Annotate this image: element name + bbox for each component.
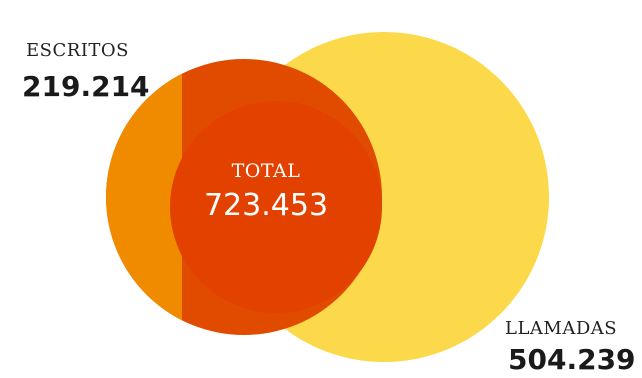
escritos-value: 219.214 (22, 70, 150, 103)
total-value: 723.453 (196, 188, 336, 223)
llamadas-value: 504.239 (508, 343, 636, 376)
total-label: TOTAL (216, 160, 316, 182)
llamadas-label: LLAMADAS (505, 318, 617, 339)
escritos-label: ESCRITOS (26, 40, 129, 61)
